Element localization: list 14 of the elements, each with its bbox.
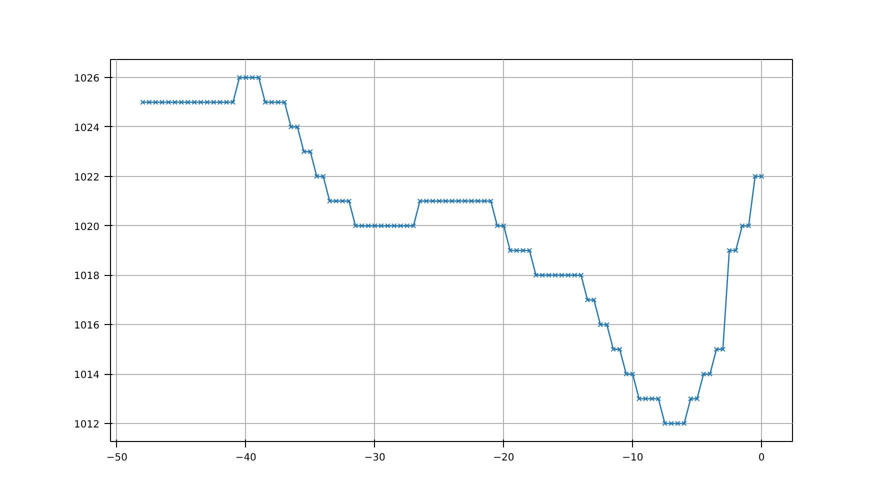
x-tick-label: −40 (235, 452, 256, 464)
x-tick-label: −10 (622, 452, 644, 464)
x-tick-label: 0 (758, 452, 765, 464)
x-tick-label: −30 (364, 452, 386, 464)
y-tick-label: 1016 (74, 320, 100, 332)
y-tick-label: 1018 (74, 271, 100, 282)
x-tick-label: −50 (106, 452, 128, 464)
x-tick-label: −20 (493, 452, 514, 464)
y-tick-label: 1020 (74, 222, 100, 233)
y-tick-label: 1026 (74, 74, 100, 85)
y-tick-label: 1012 (74, 419, 100, 430)
y-tick-label: 1024 (74, 122, 100, 134)
y-tick-label: 1014 (74, 370, 100, 382)
y-tick-label: 1022 (74, 172, 100, 184)
